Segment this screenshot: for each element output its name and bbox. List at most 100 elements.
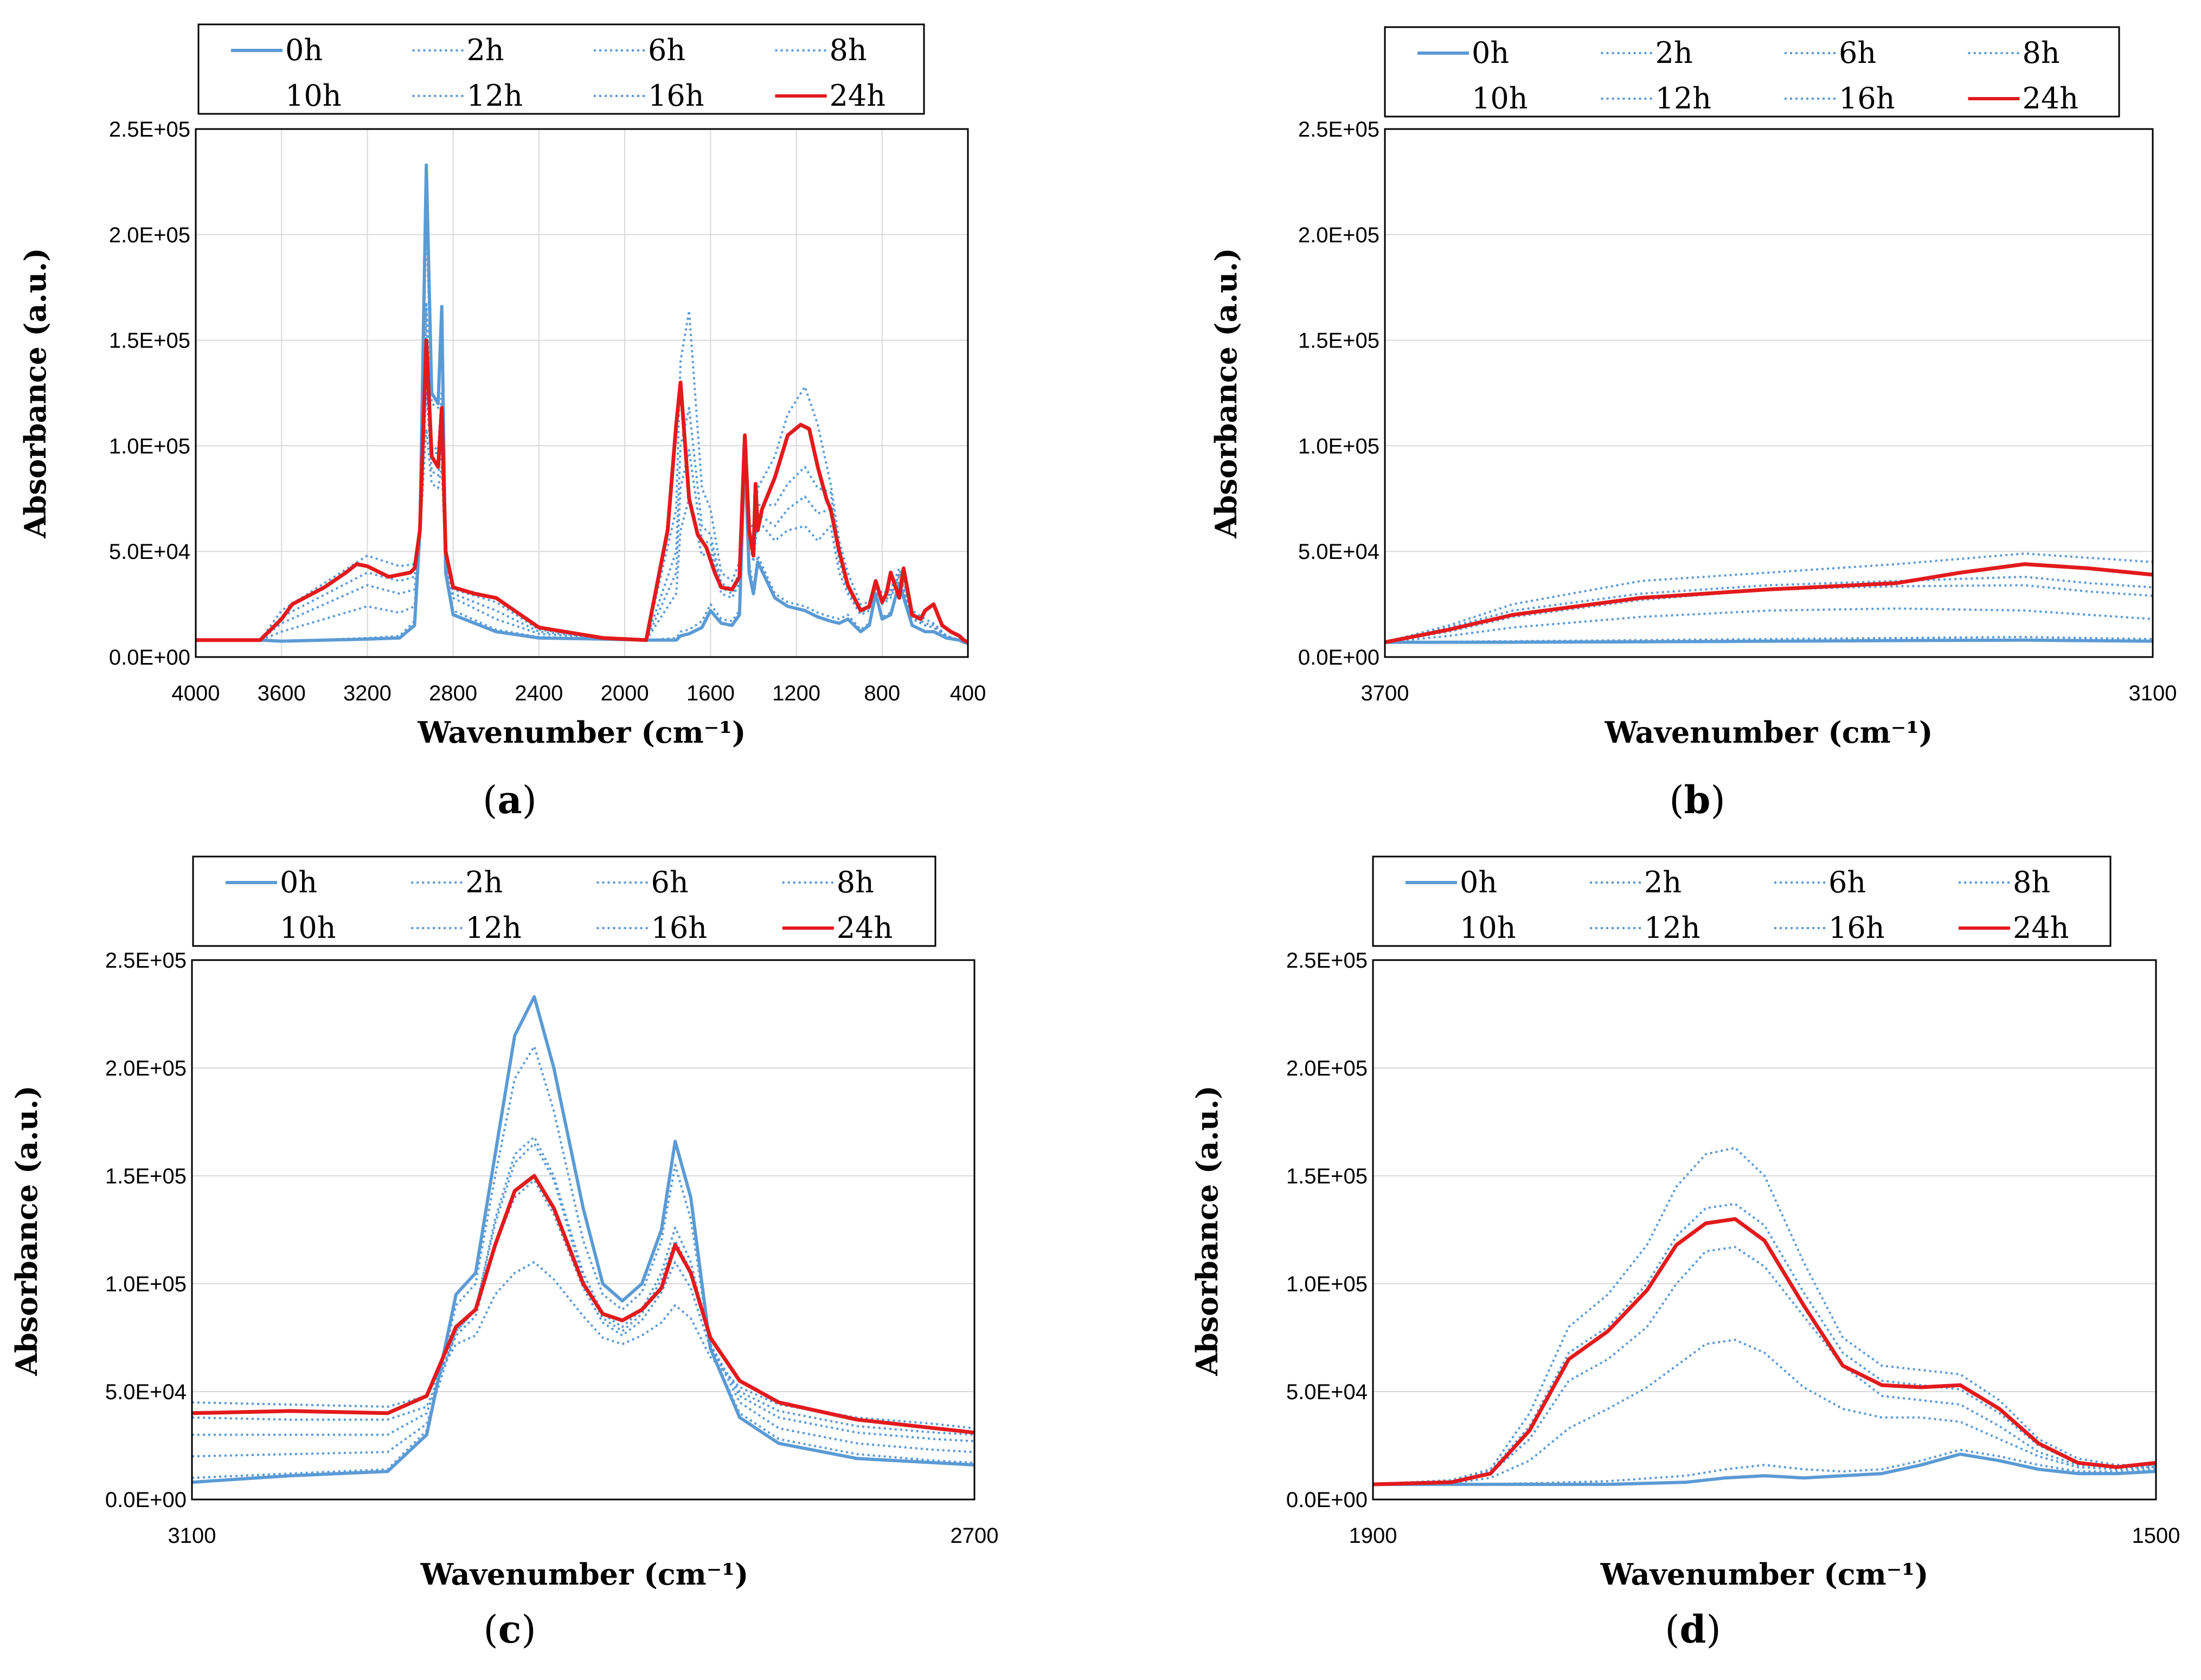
y-tick-label: 2.5E+05 [1298, 118, 1379, 141]
series-line-24h [1373, 1217, 2156, 1486]
legend-label-24h: 24h [2013, 911, 2069, 945]
panel-letter: c [498, 1607, 522, 1652]
x-tick-label: 800 [864, 681, 900, 705]
x-tick-label: 2400 [515, 681, 563, 705]
legend-label-6h: 6h [651, 865, 689, 899]
panel-paren: ) [522, 778, 537, 822]
panel-paren: ) [1706, 1607, 1721, 1652]
series-line-0h [192, 995, 974, 1484]
legend-label-8h: 8h [2023, 36, 2060, 70]
panel-label: (c) [483, 1607, 536, 1652]
legend-label-8h: 8h [837, 865, 874, 899]
y-tick-label: 2.5E+05 [109, 118, 190, 141]
y-tick-label: 0.0E+00 [1286, 1488, 1368, 1512]
y-tick-label: 2.0E+05 [1286, 1057, 1368, 1080]
legend-label-24h: 24h [2023, 81, 2079, 115]
legend-label-8h: 8h [830, 33, 867, 67]
legend-label-24h: 24h [830, 79, 886, 113]
x-tick-label: 400 [950, 681, 986, 705]
y-tick-label: 5.0E+04 [1298, 540, 1379, 564]
legend-frame [192, 855, 936, 947]
y-tick-label: 1.5E+05 [109, 329, 190, 353]
x-tick-label: 1200 [772, 681, 820, 705]
panel-paren: ) [1710, 778, 1725, 822]
series-line-12h [196, 310, 968, 645]
legend-label-8h: 8h [2013, 865, 2050, 899]
y-tick-label: 2.5E+05 [105, 949, 187, 973]
panel-paren: ( [1669, 778, 1684, 822]
legend: 0h 2h 6h 8h 10h 12h 16h 24h [1372, 855, 2112, 947]
legend-label-2h: 2h [467, 33, 504, 67]
y-tick-label: 5.0E+04 [1286, 1380, 1368, 1404]
series-line-2h [196, 212, 968, 645]
y-tick-label: 5.0E+04 [109, 540, 190, 564]
legend-label-2h: 2h [465, 865, 503, 899]
panel-a: 0.0E+00 5.0E+04 1.0E+05 1.5E+05 2.0E+05 2.5E+… [18, 23, 986, 822]
series-line-12h [1385, 552, 2153, 643]
series-group [196, 163, 968, 645]
legend-label-16h: 16h [1828, 911, 1885, 945]
y-axis-title: Absorbance (a.u.) [18, 248, 53, 539]
series-line-6h [1373, 1338, 2156, 1486]
y-tick-label: 0.0E+00 [109, 646, 190, 670]
x-tick-label: 3200 [343, 681, 392, 705]
panel-label: (d) [1665, 1607, 1721, 1652]
legend-label-12h: 12h [1655, 81, 1712, 115]
legend-label-10h: 10h [285, 79, 342, 113]
series-line-8h [1385, 584, 2153, 643]
legend-label-0h: 0h [285, 33, 323, 67]
series-line-6h [192, 1136, 974, 1458]
legend-label-12h: 12h [1644, 911, 1701, 945]
y-tick-label: 1.0E+05 [1298, 434, 1379, 458]
x-tick-label: 2700 [951, 1524, 999, 1548]
x-tick-label: 2000 [601, 681, 649, 705]
series-line-12h [192, 1261, 974, 1430]
y-axis-title: Absorbance (a.u.) [9, 1085, 44, 1376]
x-tick-label: 1500 [2132, 1524, 2180, 1548]
y-tick-label: 1.0E+05 [1286, 1272, 1368, 1296]
y-tick-label: 0.0E+00 [105, 1488, 187, 1512]
legend-label-16h: 16h [648, 79, 704, 113]
panel-c: 0.0E+00 5.0E+04 1.0E+05 1.5E+05 2.0E+05 2.5E+… [9, 855, 999, 1652]
y-tick-label: 2.0E+05 [105, 1057, 187, 1080]
legend-frame [1384, 26, 2120, 118]
x-tick-label: 1600 [686, 681, 735, 705]
x-axis-title: Wavenumber (cm⁻¹) [1605, 715, 1933, 750]
panel-paren: ) [521, 1607, 536, 1652]
y-tick-label: 1.0E+05 [109, 434, 190, 458]
legend-label-6h: 6h [1839, 36, 1876, 70]
x-axis-title: Wavenumber (cm⁻¹) [1600, 1557, 1929, 1592]
panel-paren: ( [483, 1607, 498, 1652]
plot-frame [1372, 959, 2157, 1501]
y-axis-title: Absorbance (a.u.) [1209, 248, 1243, 539]
panel-letter: d [1680, 1607, 1706, 1652]
panel-paren: ( [483, 778, 497, 822]
legend-label-24h: 24h [837, 911, 893, 945]
legend-label-2h: 2h [1644, 865, 1682, 899]
x-axis-title: Wavenumber (cm⁻¹) [418, 715, 746, 750]
x-axis-title: Wavenumber (cm⁻¹) [420, 1557, 749, 1592]
series-line-24h [192, 1174, 974, 1435]
series-line-16h [196, 390, 968, 645]
series-line-24h [1385, 562, 2153, 645]
series-line-0h [1385, 638, 2153, 644]
x-tick-label: 3600 [258, 681, 306, 705]
x-tick-label: 1900 [1349, 1524, 1397, 1548]
series-line-16h [1373, 1202, 2156, 1486]
y-tick-label: 5.0E+04 [105, 1380, 187, 1404]
panel-b: 0.0E+00 5.0E+04 1.0E+05 1.5E+05 2.0E+05 2.5E+… [1209, 26, 2177, 822]
y-tick-label: 1.5E+05 [105, 1164, 187, 1188]
legend-label-10h: 10h [1460, 911, 1516, 945]
legend: 0h 2h 6h 8h 10h 12h 16h 24h [192, 855, 936, 947]
legend-label-12h: 12h [467, 79, 523, 113]
y-tick-label: 2.0E+05 [109, 223, 190, 247]
legend: 0h 2h 6h 8h 10h 12h 16h 24h [197, 23, 925, 115]
legend-label-2h: 2h [1655, 36, 1693, 70]
series-line-2h [1385, 636, 2153, 643]
legend-label-0h: 0h [1460, 865, 1497, 899]
legend-label-0h: 0h [280, 865, 317, 899]
panel-letter: a [497, 777, 522, 822]
legend-label-6h: 6h [648, 33, 685, 67]
series-line-6h [1385, 607, 2153, 643]
legend-label-12h: 12h [465, 911, 522, 945]
